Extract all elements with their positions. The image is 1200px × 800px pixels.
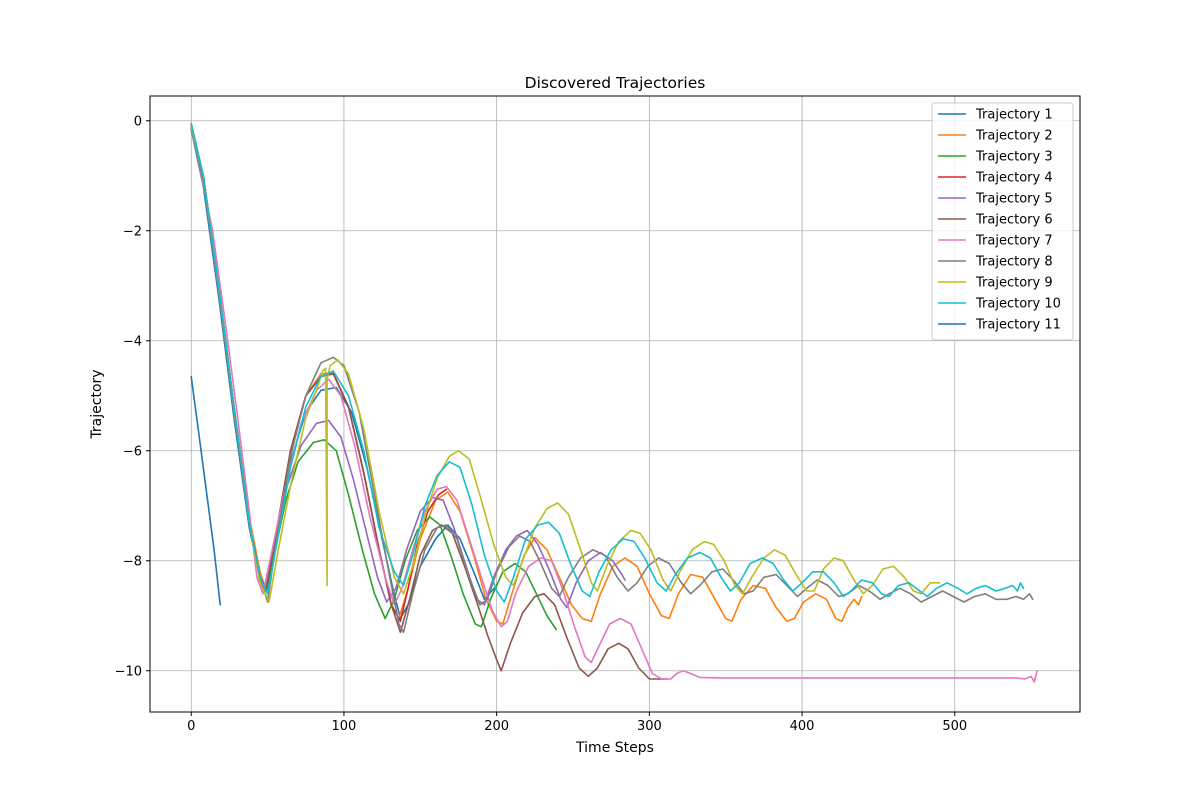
legend-label: Trajectory 7 (975, 234, 1053, 249)
series-layer (190, 122, 1038, 683)
x-tick-label: 400 (790, 719, 815, 734)
legend: Trajectory 1 Trajectory 2 Trajectory 3 Traj… (931, 102, 1074, 341)
x-tick-label: 200 (484, 719, 509, 734)
legend-label: Trajectory 10 (975, 297, 1061, 312)
legend-label: Trajectory 5 (975, 192, 1053, 207)
y-tick-label: −6 (123, 444, 142, 459)
x-axis-label: Time Steps (575, 740, 654, 756)
y-tick-label: 0 (134, 114, 142, 129)
series-line-trajectory-2 (190, 125, 863, 625)
chart-title: Discovered Trajectories (525, 74, 706, 92)
x-tick-label: 500 (942, 719, 967, 734)
legend-box (931, 102, 1074, 341)
legend-label: Trajectory 9 (975, 276, 1053, 291)
legend-label: Trajectory 6 (975, 213, 1053, 228)
series-line-trajectory-10 (190, 122, 1025, 603)
x-tick-label: 300 (637, 719, 662, 734)
legend-label: Trajectory 4 (975, 171, 1053, 186)
legend-label: Trajectory 3 (975, 150, 1053, 165)
series-line-trajectory-1 (190, 128, 498, 620)
x-tick-label: 0 (187, 719, 195, 734)
y-tick-label: −10 (115, 664, 142, 679)
legend-label: Trajectory 11 (975, 318, 1061, 333)
series-line-trajectory-9 (190, 125, 941, 603)
legend-label: Trajectory 8 (975, 255, 1053, 270)
legend-label: Trajectory 2 (975, 129, 1053, 144)
x-tick-label: 100 (332, 719, 357, 734)
y-axis-label: Trajectory (89, 369, 105, 439)
series-line-trajectory-11 (190, 375, 221, 606)
plot-frame (149, 95, 1081, 713)
y-tick-label: −2 (123, 224, 142, 239)
y-tick-label: −4 (123, 334, 142, 349)
legend-label: Trajectory 1 (975, 108, 1053, 123)
y-tick-label: −8 (123, 554, 142, 569)
ticks: 0 100 200 300 400 500 0 −2 −4 −6 −8 −10 (115, 114, 968, 734)
